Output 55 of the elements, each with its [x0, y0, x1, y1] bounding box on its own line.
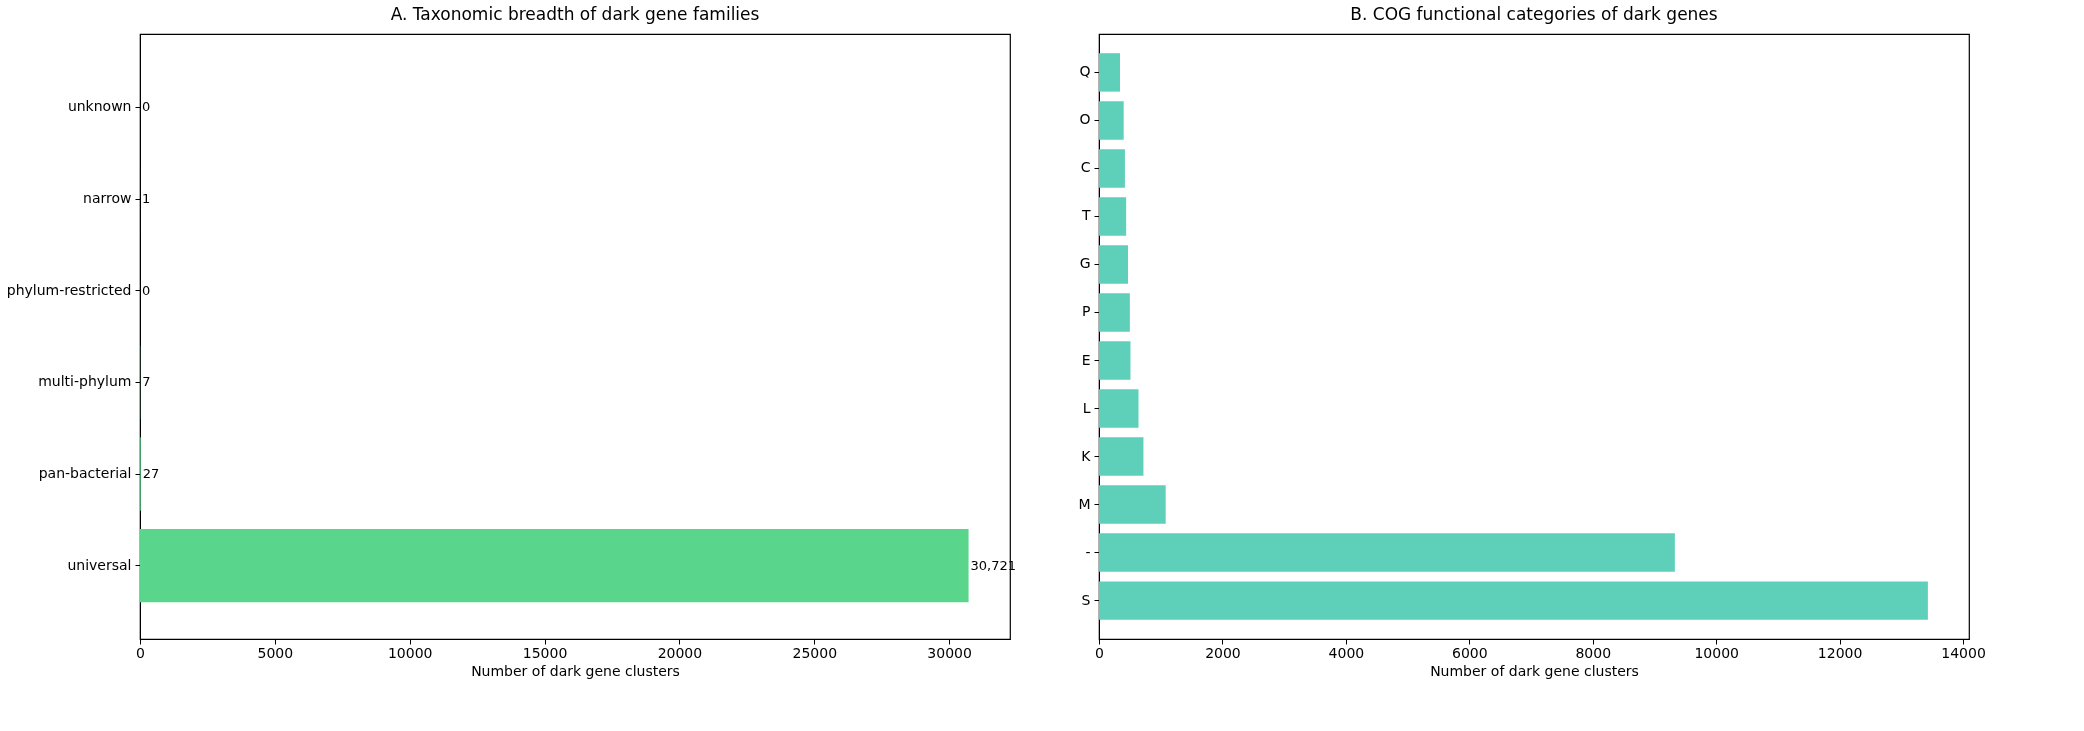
x-axis-title: Number of dark gene clusters	[471, 662, 680, 679]
y-tick-label: O	[1079, 111, 1091, 128]
data-label: 0	[142, 99, 151, 115]
x-tick-label: 14000	[1941, 644, 1986, 661]
bar	[1099, 293, 1130, 332]
y-tick-label: Q	[1079, 63, 1091, 80]
y-tick-label: P	[1082, 303, 1091, 320]
x-tick-label: 12000	[1817, 644, 1863, 661]
x-tick-label: 10000	[387, 644, 433, 661]
x-tick-label: 6000	[1452, 644, 1488, 661]
x-tick-label: 30000	[927, 644, 972, 661]
y-tick-label: phylum-restricted	[6, 281, 132, 298]
x-tick-label: 25000	[792, 644, 838, 661]
bar	[1099, 533, 1675, 572]
y-tick-label: T	[1080, 207, 1091, 224]
y-tick-label: G	[1079, 255, 1091, 272]
x-axis-title: Number of dark gene clusters	[1430, 662, 1639, 679]
bar	[1099, 389, 1139, 428]
data-label: 0	[142, 282, 151, 298]
y-tick-label: pan-bacterial	[38, 465, 132, 481]
x-tick-label: 20000	[657, 644, 703, 661]
bar	[1099, 485, 1166, 524]
data-label: 7	[142, 374, 151, 390]
bar	[140, 529, 969, 603]
x-tick-label: 5000	[257, 644, 294, 661]
y-tick-label: multi-phylum	[38, 373, 132, 390]
chart-title: B. COG functional categories of dark genes	[1350, 4, 1718, 24]
y-tick-label: S	[1081, 591, 1091, 608]
y-tick-label: K	[1081, 447, 1092, 464]
y-tick-label: unknown	[67, 98, 132, 115]
bar	[1099, 341, 1131, 380]
x-tick-label: 2000	[1205, 644, 1241, 661]
x-tick-label: 0	[136, 644, 145, 661]
x-tick-label: 4000	[1328, 644, 1365, 661]
bar	[1099, 437, 1144, 476]
x-tick-label: 10000	[1694, 644, 1739, 661]
x-tick-label: 15000	[522, 644, 568, 661]
bar	[1099, 149, 1125, 188]
data-label: 1	[142, 191, 151, 206]
y-tick-label: E	[1081, 351, 1091, 368]
bar	[1099, 53, 1120, 92]
bar	[1099, 101, 1124, 140]
bar	[1099, 245, 1129, 284]
bar	[1099, 197, 1127, 236]
x-tick-label: 8000	[1575, 644, 1612, 661]
bar	[1099, 581, 1928, 620]
y-tick-label: C	[1080, 159, 1091, 176]
y-tick-label: narrow	[83, 190, 132, 206]
data-label: 27	[142, 466, 160, 481]
y-tick-label: L	[1082, 399, 1091, 416]
y-tick-label: M	[1078, 495, 1091, 512]
y-tick-label: universal	[67, 556, 132, 573]
x-tick-label: 0	[1095, 644, 1104, 661]
y-tick-label: -	[1085, 543, 1091, 560]
chart-title: A. Taxonomic breadth of dark gene families	[390, 4, 760, 24]
